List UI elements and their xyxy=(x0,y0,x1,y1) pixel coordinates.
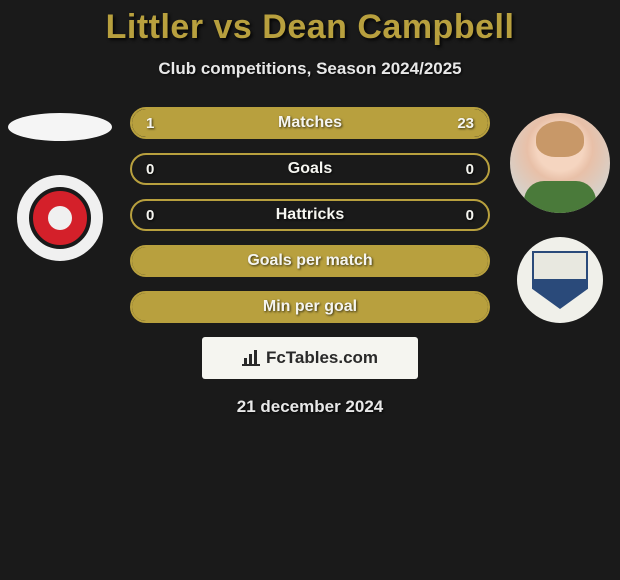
player-right-avatar xyxy=(510,113,610,213)
fleetwood-badge-icon xyxy=(29,187,91,249)
stat-row-gpm: Goals per match xyxy=(130,245,490,277)
stat-row-hattricks: 0 Hattricks 0 xyxy=(130,199,490,231)
stats-bars: 1 Matches 23 0 Goals 0 0 Hattricks 0 Goa… xyxy=(130,107,490,323)
player-left-column xyxy=(0,107,120,261)
stat-label: Goals xyxy=(132,160,488,178)
stat-row-mpg: Min per goal xyxy=(130,291,490,323)
branding-text: FcTables.com xyxy=(266,348,378,368)
stat-label: Matches xyxy=(132,114,488,132)
stat-value-right: 0 xyxy=(466,161,474,178)
stat-row-matches: 1 Matches 23 xyxy=(130,107,490,139)
player-left-avatar xyxy=(8,113,112,141)
stat-value-right: 0 xyxy=(466,207,474,224)
chart-icon xyxy=(242,350,260,366)
stat-label: Min per goal xyxy=(132,298,488,316)
stat-label: Hattricks xyxy=(132,206,488,224)
barrow-badge-icon xyxy=(532,251,588,309)
club-badge-right xyxy=(517,237,603,323)
comparison-wrap: 1 Matches 23 0 Goals 0 0 Hattricks 0 Goa… xyxy=(0,107,620,323)
club-badge-left xyxy=(17,175,103,261)
branding-box[interactable]: FcTables.com xyxy=(202,337,418,379)
stat-value-right: 23 xyxy=(457,115,474,132)
player-right-column xyxy=(500,107,620,323)
page-title: Littler vs Dean Campbell xyxy=(0,0,620,47)
date-text: 21 december 2024 xyxy=(0,397,620,417)
subtitle: Club competitions, Season 2024/2025 xyxy=(0,59,620,79)
stat-row-goals: 0 Goals 0 xyxy=(130,153,490,185)
stat-label: Goals per match xyxy=(132,252,488,270)
